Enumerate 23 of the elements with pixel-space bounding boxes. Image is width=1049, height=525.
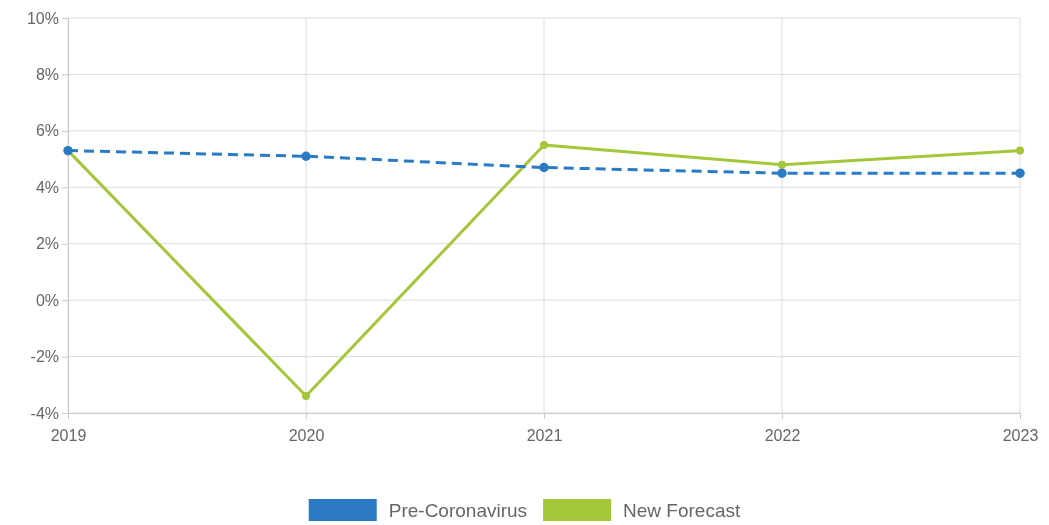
y-tick-label: 10% [26,9,59,27]
y-tick-label: 2% [35,235,59,253]
x-tick-label: 2020 [288,427,325,445]
y-tick-label: -2% [30,348,59,366]
point [539,162,549,173]
y-tick-label: 6% [35,122,59,140]
y-tick-label: 4% [35,178,59,196]
y-tick-label: -4% [30,404,59,422]
y-tick-label: 0% [35,291,59,309]
point [540,140,548,149]
point [778,160,786,169]
legend-label: Pre-Coronavirus [388,499,528,521]
x-tick-label: 2022 [764,427,801,445]
legend-label: New Forecast [623,499,741,521]
point [1015,168,1025,178]
x-tick-label: 2021 [526,427,563,445]
x-tick-label: 2023 [1002,427,1039,445]
y-tick-label: 8% [35,66,59,84]
point [1016,146,1024,155]
point [777,168,787,178]
point [301,151,311,161]
x-tick-label: 2019 [50,427,87,445]
point [302,392,310,401]
